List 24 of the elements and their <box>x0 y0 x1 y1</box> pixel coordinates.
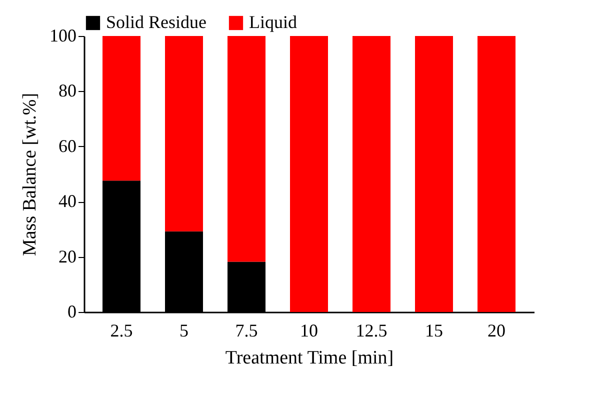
x-tick-label: 2.5 <box>110 320 133 340</box>
x-tick-label: 12.5 <box>356 320 388 340</box>
x-tick-label: 20 <box>488 320 506 340</box>
bar <box>165 36 203 232</box>
x-axis-title: Treatment Time [min] <box>225 348 394 368</box>
legend-label: Solid Residue <box>106 12 207 32</box>
bar <box>352 36 390 312</box>
legend-label: Liquid <box>249 12 297 32</box>
y-tick-label: 0 <box>68 302 76 322</box>
y-tick-label: 40 <box>58 191 76 212</box>
y-tick-label: 60 <box>58 136 76 156</box>
x-tick-label: 10 <box>300 320 318 340</box>
y-tick-label: 100 <box>50 26 76 46</box>
y-tick-label: 80 <box>58 80 76 101</box>
bar <box>102 36 140 181</box>
y-axis-title: Mass Balance [wt.%] <box>20 92 40 256</box>
x-tick-label: 5 <box>180 320 188 340</box>
bar <box>478 36 516 312</box>
y-tick-label: 20 <box>58 246 76 266</box>
x-tick-label: 7.5 <box>235 320 258 340</box>
x-tick-label: 15 <box>425 320 443 340</box>
bar <box>290 36 328 312</box>
bar <box>228 36 266 262</box>
bar <box>415 36 453 312</box>
